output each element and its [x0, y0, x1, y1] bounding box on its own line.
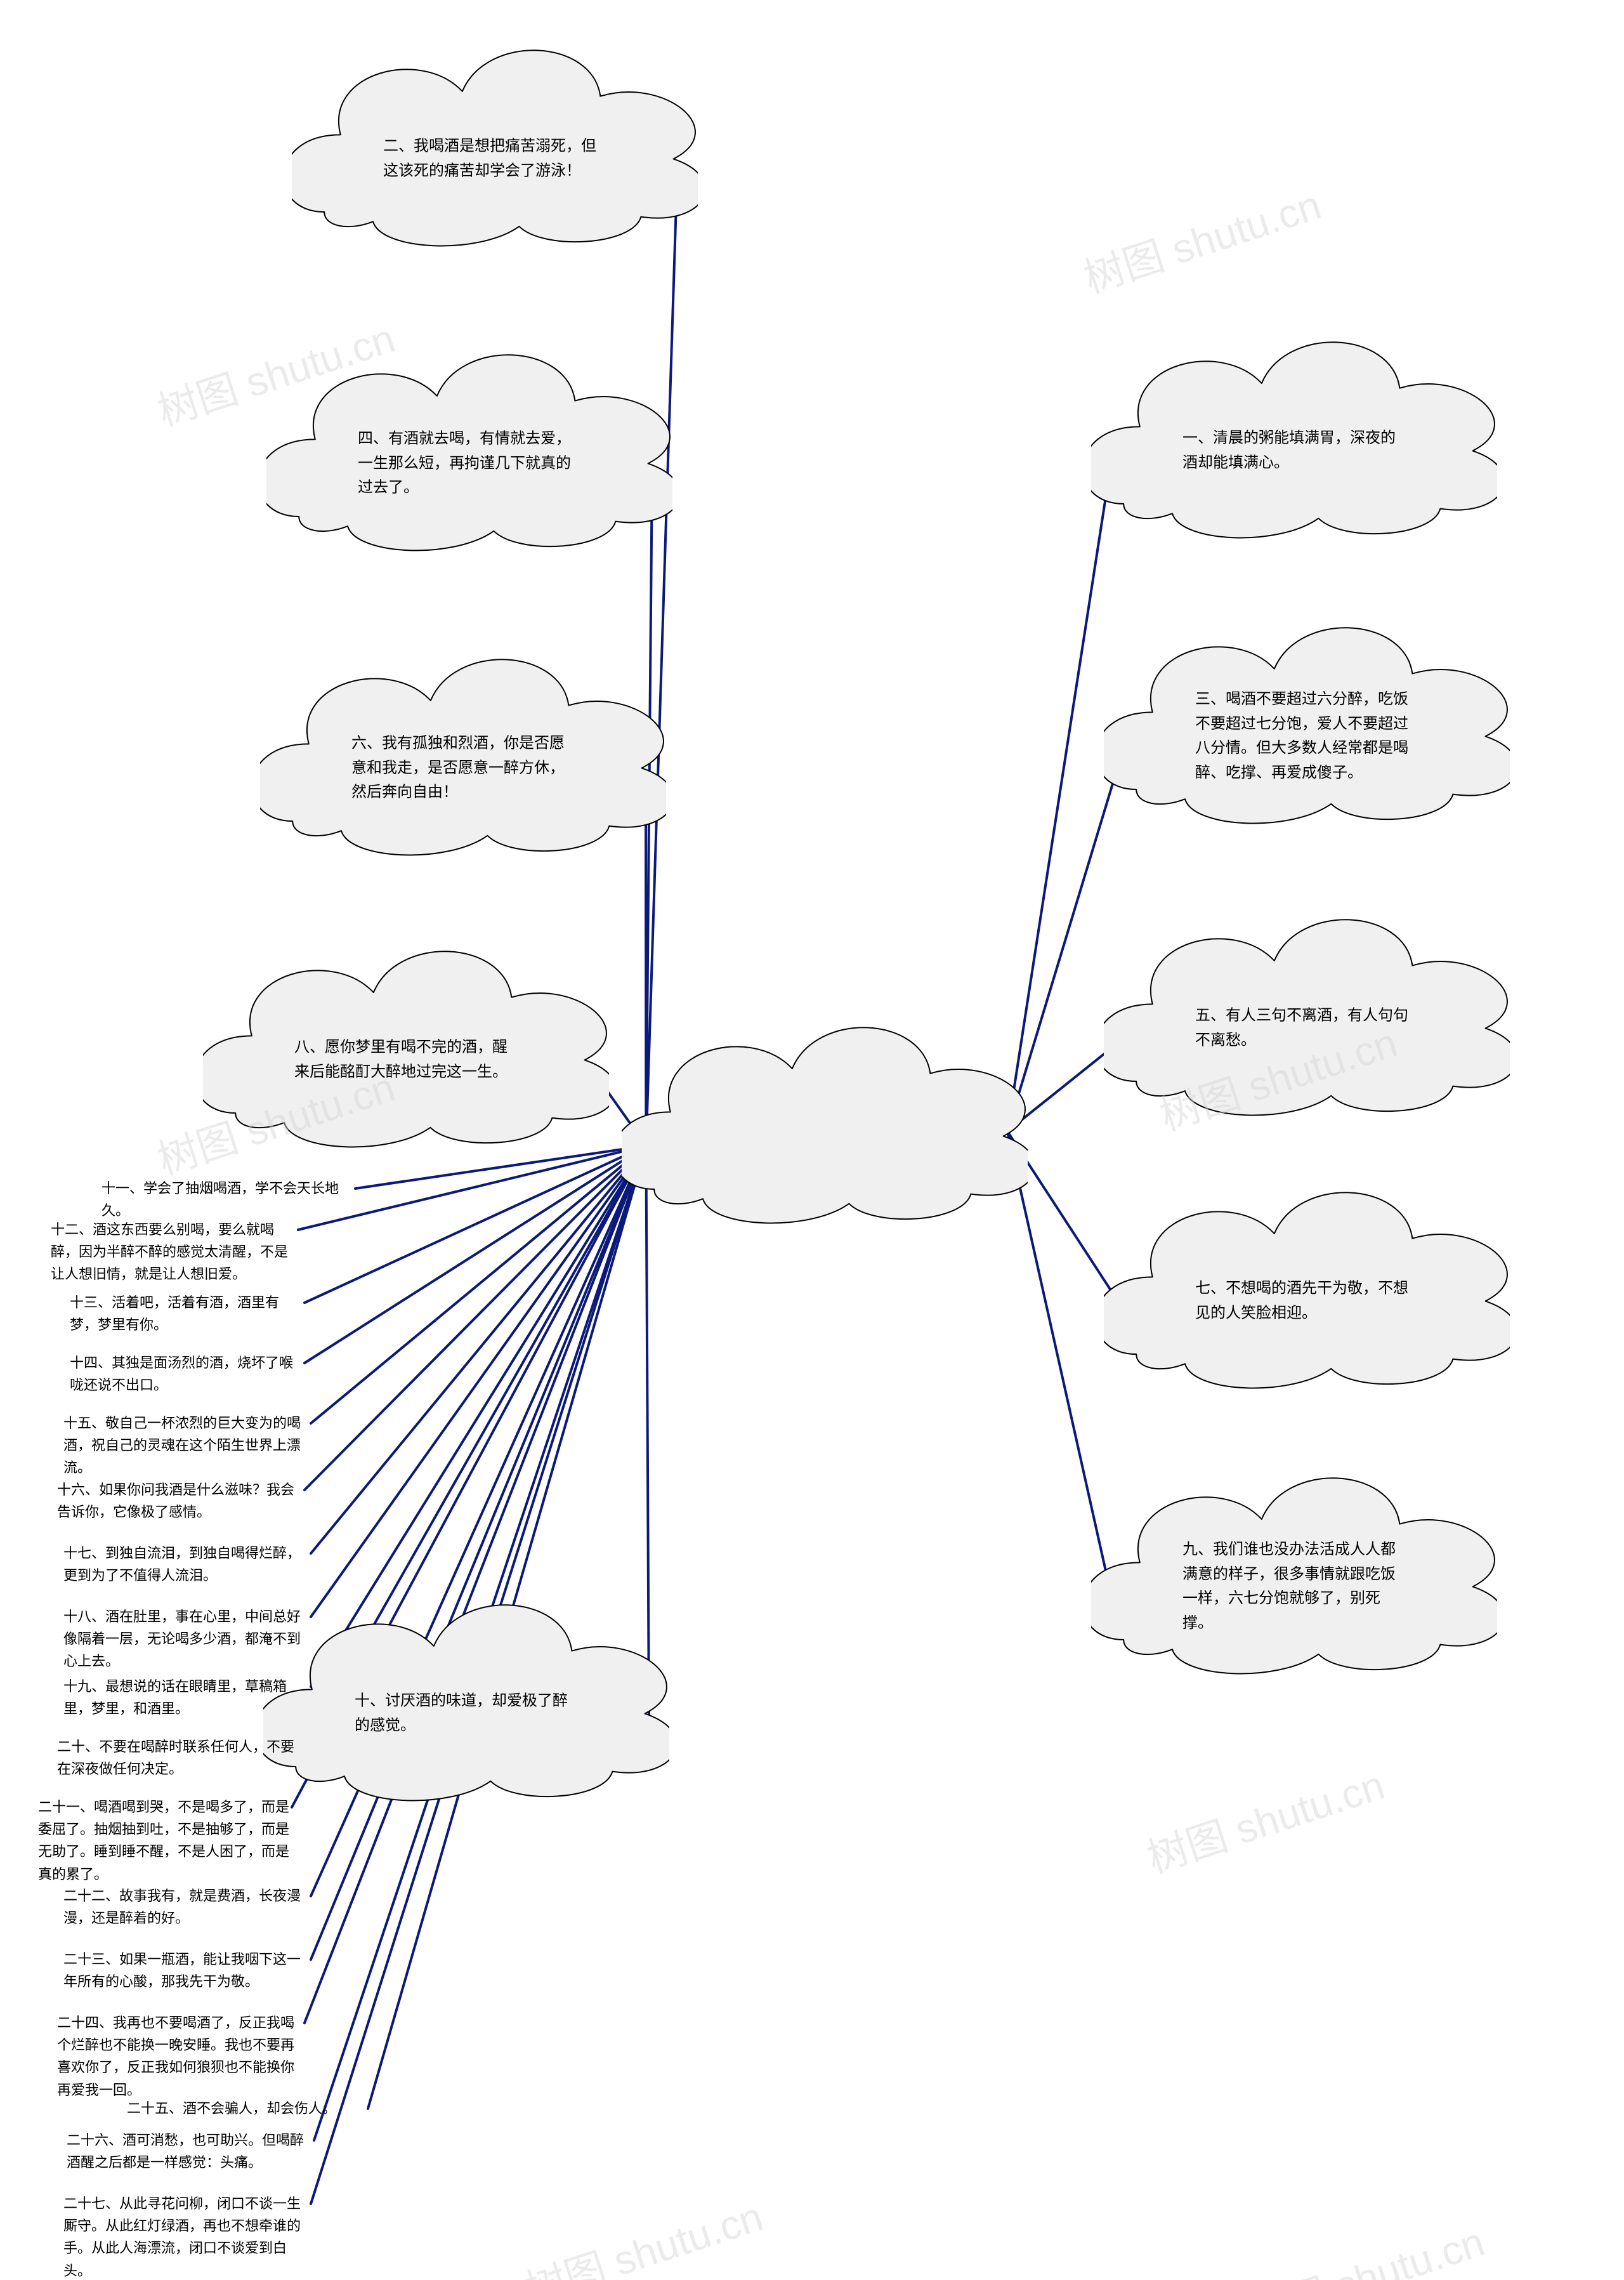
- right-cloud-5: 九、我们谁也没办法活成人人都满意的样子，很多事情就跟吃饭一样，六七分饱就够了，别…: [1091, 1447, 1497, 1688]
- text-item-19: 十九、最想说的话在眼睛里，草稿箱里，梦里，和酒里。: [63, 1675, 311, 1720]
- text-item-13: 十三、活着吧，活着有酒，酒里有梦，梦里有你。: [70, 1291, 304, 1336]
- left-cloud-3: 六、我有孤独和烈酒，你是否愿意和我走，是否愿意一醉方休，然后奔向自由！: [260, 628, 666, 869]
- right-cloud-2-label: 三、喝酒不要超过六分醉，吃饭不要超过七分饱，爱人不要超过八分情。但大多数人经常都…: [1195, 688, 1418, 786]
- left-cloud-1-label: 二、我喝酒是想把痛苦溺死，但这该死的痛苦却学会了游泳！: [383, 135, 606, 183]
- text-item-11: 十一、学会了抽烟喝酒，学不会天长地久。: [102, 1177, 355, 1222]
- right-cloud-5-label: 九、我们谁也没办法活成人人都满意的样子，很多事情就跟吃饭一样，六七分饱就够了，别…: [1182, 1538, 1406, 1636]
- left-cloud-2-label: 四、有酒就去喝，有情就去爱，一生那么短，再拘谨几下就真的过去了。: [358, 427, 581, 500]
- watermark-7: 图 shutu.cn: [1278, 2210, 1491, 2280]
- text-item-20: 二十、不要在喝醉时联系任何人，不要在深夜做任何决定。: [57, 1736, 304, 1780]
- text-item-22: 二十二、故事我有，就是费酒，长夜漫漫，还是醉着的好。: [63, 1885, 311, 1929]
- diagram-stage: 一、清晨的粥能填满胃，深夜的酒却能填满心。 三、喝酒不要超过六分醉，吃饭不要超过…: [0, 0, 1624, 2280]
- text-item-16: 十六、如果你问我酒是什么滋味？我会告诉你，它像极了感情。: [57, 1479, 304, 1523]
- text-item-26: 二十六、酒可消愁，也可助兴。但喝醉酒醒之后都是一样感觉：头痛。: [67, 2129, 314, 2173]
- text-item-18: 十八、酒在肚里，事在心里，中间总好像隔着一层，无论喝多少酒，都淹不到心上去。: [63, 1605, 311, 1673]
- center-cloud: [622, 996, 1028, 1237]
- watermark-2: 树图 shutu.cn: [1075, 173, 1327, 304]
- text-item-23: 二十三、如果一瓶酒，能让我咽下这一年所有的心酸，那我先干为敬。: [63, 1948, 311, 1993]
- text-item-24: 二十四、我再也不要喝酒了，反正我喝个烂醉也不能换一晚安睡。我也不要再喜欢你了，反…: [57, 2012, 304, 2101]
- right-cloud-2: 三、喝酒不要超过六分醉，吃饭不要超过七分饱，爱人不要超过八分情。但大多数人经常都…: [1104, 596, 1510, 838]
- right-cloud-4-label: 七、不想喝的酒先干为敬，不想见的人笑脸相迎。: [1195, 1277, 1418, 1326]
- text-item-21: 二十一、喝酒喝到哭，不是喝多了，而是委屈了。抽烟抽到吐，不是抽够了，而是无助了。…: [38, 1796, 292, 1885]
- text-item-27: 二十七、从此寻花问柳，闭口不谈一生厮守。从此红灯绿酒，再也不想牵谁的手。从此人海…: [63, 2192, 311, 2280]
- left-cloud-4: 八、愿你梦里有喝不完的酒，醒来后能酩酊大醉地过完这一生。: [203, 920, 609, 1161]
- left-cloud-5-label: 十、讨厌酒的味道，却爱极了醉的感觉。: [355, 1689, 578, 1738]
- right-cloud-4: 七、不想喝的酒先干为敬，不想见的人笑脸相迎。: [1104, 1161, 1510, 1402]
- right-cloud-1: 一、清晨的粥能填满胃，深夜的酒却能填满心。: [1091, 311, 1497, 552]
- right-cloud-3: 五、有人三句不离酒，有人句句不离愁。: [1104, 888, 1510, 1130]
- text-item-15: 十五、敬自己一杯浓烈的巨大变为的喝酒，祝自己的灵魂在这个陌生世界上漂流。: [63, 1412, 311, 1479]
- text-item-25: 二十五、酒不会骗人，却会伤人。: [127, 2097, 368, 2119]
- left-cloud-5: 十、讨厌酒的味道，却爱极了醉的感觉。: [263, 1574, 669, 1815]
- watermark-6: 树图 shutu.cn: [517, 2184, 769, 2280]
- text-item-12: 十二、酒这东西要么别喝，要么就喝醉，因为半醉不醉的感觉太清醒，不是让人想旧情，就…: [51, 1218, 298, 1286]
- text-item-14: 十四、其独是面汤烈的酒，烧坏了喉咙还说不出口。: [70, 1352, 304, 1396]
- left-cloud-4-label: 八、愿你梦里有喝不完的酒，醒来后能酩酊大醉地过完这一生。: [294, 1036, 518, 1084]
- left-cloud-2: 四、有酒就去喝，有情就去爱，一生那么短，再拘谨几下就真的过去了。: [266, 324, 672, 565]
- watermark-5: 树图 shutu.cn: [1139, 1753, 1391, 1884]
- right-cloud-3-label: 五、有人三句不离酒，有人句句不离愁。: [1195, 1004, 1418, 1053]
- left-cloud-3-label: 六、我有孤独和烈酒，你是否愿意和我走，是否愿意一醉方休，然后奔向自由！: [351, 732, 575, 805]
- right-cloud-1-label: 一、清晨的粥能填满胃，深夜的酒却能填满心。: [1182, 426, 1406, 475]
- text-item-17: 十七、到独自流泪，到独自喝得烂醉，更到为了不值得人流泪。: [63, 1542, 311, 1586]
- left-cloud-1: 二、我喝酒是想把痛苦溺死，但这该死的痛苦却学会了游泳！: [292, 19, 698, 260]
